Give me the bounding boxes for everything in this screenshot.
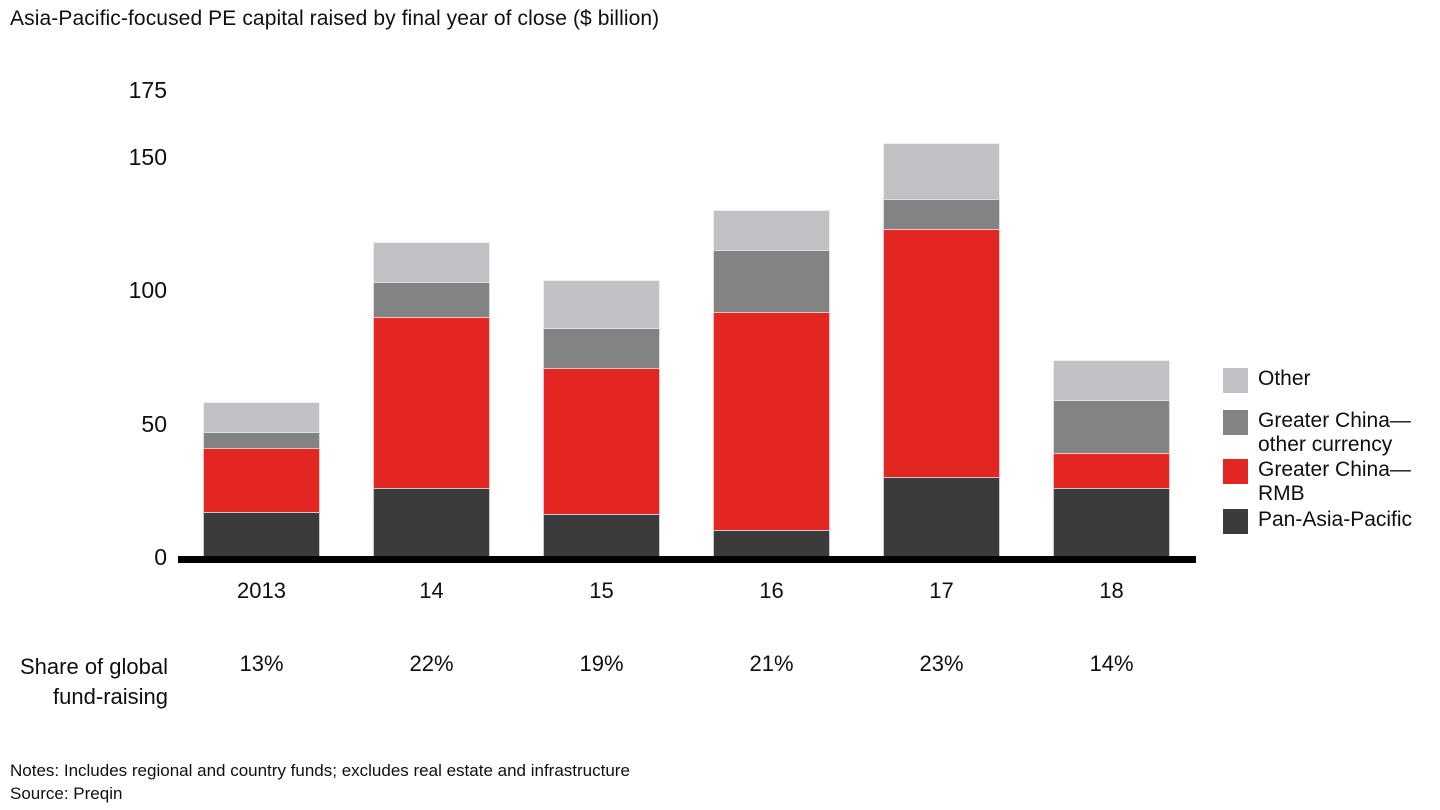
bar-segment-pan-asia-pacific: [883, 476, 1000, 557]
share-row-label-line2: fund-raising: [53, 684, 168, 709]
bar-segment-pan-asia-pacific: [1053, 487, 1170, 557]
legend: Other Greater China— other currency Greater…: [1223, 0, 1439, 600]
bar-segment-greater-china-other-currency: [883, 199, 1000, 229]
source-text: Source: Preqin: [10, 784, 123, 803]
bar-segment-greater-china-rmb: [1053, 452, 1170, 488]
x-tick-label: 15: [589, 578, 614, 603]
plot-area: [183, 90, 1196, 557]
legend-swatch-greater-china-rmb: [1223, 459, 1248, 484]
share-value: 19%: [579, 651, 624, 676]
share-row-label-line1: Share of global: [20, 654, 168, 679]
bar-segment-greater-china-other-currency: [373, 282, 490, 317]
legend-label: Greater China— RMB: [1258, 458, 1411, 505]
share-value: 22%: [409, 651, 454, 676]
bar-segment-pan-asia-pacific: [203, 511, 320, 557]
y-tick-label: 100: [128, 277, 167, 304]
bar-segment-greater-china-rmb: [203, 447, 320, 512]
bar-segment-other: [713, 210, 830, 251]
bar-segment-other: [373, 242, 490, 283]
y-axis: 0 50 100 150 175: [0, 0, 167, 600]
bar-segment-greater-china-other-currency: [1053, 399, 1170, 453]
legend-label: Pan-Asia-Pacific: [1258, 508, 1413, 531]
bar-segment-greater-china-other-currency: [713, 250, 830, 312]
x-tick-label: 18: [1099, 578, 1124, 603]
y-tick-label: 0: [154, 544, 167, 570]
bar-segment-other: [203, 402, 320, 432]
legend-item-other: Other: [1223, 367, 1311, 393]
legend-item-greater-china-rmb: Greater China— RMB: [1223, 458, 1411, 506]
share-value: 13%: [239, 651, 284, 676]
share-row-label: Share of global fund-raising: [0, 652, 168, 712]
chart-title: Asia-Pacific-focused PE capital raised b…: [10, 7, 660, 30]
legend-item-pan-asia-pacific: Pan-Asia-Pacific: [1223, 508, 1413, 534]
legend-swatch-pan-asia-pacific: [1223, 509, 1248, 534]
bar-15: [543, 279, 660, 557]
legend-label: Other: [1258, 367, 1311, 390]
bar-14: [373, 242, 490, 557]
bar-segment-pan-asia-pacific: [713, 530, 830, 557]
legend-swatch-greater-china-other-currency: [1223, 410, 1248, 435]
share-value: 14%: [1089, 651, 1134, 676]
bar-segment-greater-china-rmb: [543, 367, 660, 515]
bar-16: [713, 210, 830, 557]
x-axis-labels: 2013 14 15 16 17 18: [183, 578, 1196, 608]
bar-segment-greater-china-rmb: [713, 311, 830, 531]
y-tick-label: 50: [141, 410, 167, 437]
legend-item-greater-china-other-currency: Greater China— other currency: [1223, 409, 1411, 457]
bar-segment-greater-china-rmb: [373, 316, 490, 488]
y-tick-label: 175: [128, 77, 167, 103]
bar-segment-pan-asia-pacific: [543, 514, 660, 557]
bar-segment-greater-china-rmb: [883, 228, 1000, 477]
legend-swatch-other: [1223, 368, 1248, 393]
bar-segment-greater-china-other-currency: [203, 431, 320, 448]
bar-17: [883, 143, 1000, 557]
x-tick-label: 16: [759, 578, 784, 603]
share-value: 21%: [749, 651, 794, 676]
notes-text: Notes: Includes regional and country fun…: [10, 761, 630, 780]
legend-label: Greater China— other currency: [1258, 409, 1411, 456]
bar-segment-other: [1053, 359, 1170, 400]
bar-segment-other: [543, 279, 660, 328]
footnotes: Notes: Includes regional and country fun…: [10, 759, 630, 805]
x-tick-label: 2013: [237, 578, 286, 603]
bar-segment-other: [883, 143, 1000, 200]
bar-2013: [203, 402, 320, 557]
y-tick-label: 150: [128, 143, 167, 170]
share-row-values: 13% 22% 19% 21% 23% 14%: [183, 651, 1196, 681]
share-value: 23%: [919, 651, 964, 676]
bar-segment-greater-china-other-currency: [543, 327, 660, 368]
bar-18: [1053, 359, 1170, 557]
x-axis-line: [178, 556, 1196, 563]
x-tick-label: 14: [419, 578, 444, 603]
x-tick-label: 17: [929, 578, 954, 603]
bar-segment-pan-asia-pacific: [373, 487, 490, 557]
